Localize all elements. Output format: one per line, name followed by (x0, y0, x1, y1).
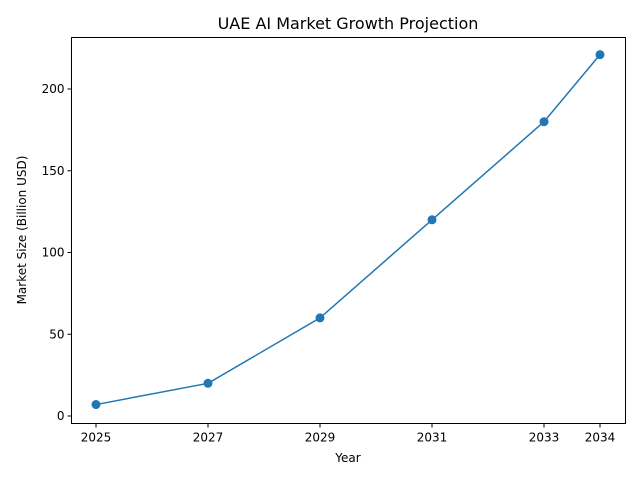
x-axis-label: Year (334, 451, 360, 465)
plot-frame (71, 37, 626, 424)
x-tick-label: 2031 (417, 431, 448, 445)
series-line (95, 54, 601, 406)
y-tick-label: 0 (57, 409, 65, 423)
y-tick-label: 150 (42, 164, 65, 178)
y-tick-label: 200 (42, 82, 65, 96)
data-point (203, 378, 213, 388)
x-tick-label: 2025 (81, 431, 112, 445)
x-tick-label: 2027 (193, 431, 224, 445)
y-tick-label: 50 (49, 327, 64, 341)
data-point (315, 313, 325, 323)
x-tick-label: 2034 (585, 431, 616, 445)
y-tick-label: 100 (42, 246, 65, 260)
data-point (595, 50, 605, 60)
y-axis-label: Market Size (Billion USD) (15, 156, 29, 305)
x-tick-label: 2033 (529, 431, 560, 445)
x-tick-label: 2029 (305, 431, 336, 445)
data-point (539, 117, 549, 127)
data-point (91, 400, 101, 410)
data-point (427, 215, 437, 225)
chart-title: UAE AI Market Growth Projection (218, 14, 479, 33)
